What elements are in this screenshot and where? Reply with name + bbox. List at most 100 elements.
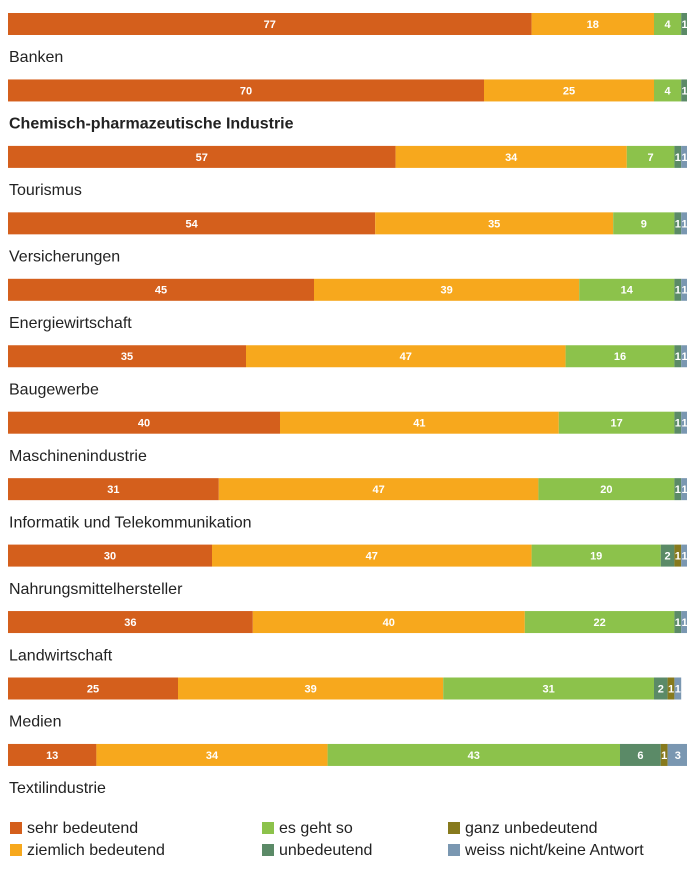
data-label: 20 (600, 484, 612, 496)
data-label: 39 (440, 285, 452, 297)
data-label: 1 (675, 418, 681, 430)
legend-swatch (262, 822, 274, 834)
bar-segment (681, 345, 687, 368)
data-label: 1 (682, 285, 687, 297)
bar-segment (252, 611, 525, 634)
data-label: 47 (366, 551, 378, 563)
bar-segment (681, 611, 687, 634)
bar-segment (327, 743, 620, 766)
bar-segment (443, 677, 654, 700)
data-label: 17 (610, 418, 622, 430)
category-label: Energiewirtschaft (9, 315, 132, 332)
data-label: 57 (196, 152, 208, 164)
bar-segment (674, 345, 682, 368)
legend-label: sehr bedeutend (27, 820, 138, 837)
category-label: Landwirtschaft (9, 647, 113, 664)
bar-segment (8, 544, 212, 567)
data-label: 16 (614, 351, 626, 363)
legend-label: unbedeutend (279, 842, 372, 859)
category-label: Chemisch-pharmazeutische Industrie (9, 116, 294, 133)
data-label: 25 (87, 683, 99, 695)
bar-segment (674, 278, 682, 301)
data-label: 36 (124, 617, 136, 629)
bar-segment (654, 13, 682, 35)
bar-segment (8, 743, 97, 766)
data-label: 34 (206, 750, 219, 762)
bar-segment (674, 212, 682, 235)
data-label: 14 (621, 285, 634, 297)
data-label: 7 (648, 152, 654, 164)
category-label: Textilindustrie (9, 780, 106, 797)
category-label: Medien (9, 714, 61, 731)
data-label: 1 (675, 683, 681, 695)
bar-segment (531, 544, 661, 567)
bar-segment (681, 478, 687, 501)
legend-label: es geht so (279, 820, 353, 837)
legend-label: ganz unbedeutend (465, 820, 598, 837)
data-label: 39 (304, 683, 316, 695)
bar-segment (613, 212, 675, 235)
bar-segment (674, 677, 682, 700)
bar-segment (681, 411, 687, 434)
data-label: 1 (682, 351, 687, 363)
bar-segment (8, 212, 376, 235)
data-label: 34 (505, 152, 518, 164)
legend-swatch (448, 844, 460, 856)
data-label: 1 (682, 484, 687, 496)
legend-swatch (448, 822, 460, 834)
data-label: 1 (682, 418, 687, 430)
data-label: 40 (383, 617, 395, 629)
category-label: Maschinenindustrie (9, 448, 147, 465)
data-label: 3 (675, 750, 681, 762)
data-label: 2 (665, 551, 671, 563)
bar-segment (660, 544, 675, 567)
bar-segment (395, 145, 627, 168)
bar-segment (654, 677, 668, 700)
bar-segment (681, 212, 687, 235)
data-label: 1 (682, 19, 687, 31)
data-label: 41 (413, 418, 425, 430)
legend-label: ziemlich bedeutend (27, 842, 165, 859)
category-label: Informatik und Telekommunikation (9, 514, 252, 531)
bar-segment (280, 411, 559, 434)
bar-segment (667, 677, 675, 700)
bar-segment (667, 743, 687, 766)
bar-segment (579, 278, 675, 301)
data-label: 43 (468, 750, 480, 762)
bar-segment (8, 478, 219, 501)
data-label: 31 (542, 683, 554, 695)
bar-segment (531, 13, 654, 35)
data-label: 1 (675, 617, 681, 629)
legend-label: weiss nicht/keine Antwort (464, 842, 644, 859)
data-label: 19 (590, 551, 602, 563)
bar-segment (8, 79, 484, 102)
bar-segment (558, 411, 675, 434)
bar-segment (484, 79, 654, 102)
bar-segment (8, 145, 396, 168)
bar-segment (681, 145, 687, 168)
data-label: 47 (400, 351, 412, 363)
data-label: 1 (661, 750, 667, 762)
bar-segment (674, 411, 682, 434)
bar-segment (620, 743, 661, 766)
data-label: 1 (675, 484, 681, 496)
bar-segment (674, 145, 682, 168)
data-label: 40 (138, 418, 150, 430)
data-label: 30 (104, 551, 116, 563)
bar-segment (674, 478, 682, 501)
bar-segment (8, 345, 246, 368)
bar-segment (375, 212, 614, 235)
bar-segment (218, 478, 539, 501)
data-label: 25 (563, 85, 575, 97)
data-label: 1 (675, 218, 681, 230)
category-label: Tourismus (9, 182, 82, 199)
data-label: 1 (675, 285, 681, 297)
bar-segment (681, 13, 687, 35)
legend-swatch (10, 822, 22, 834)
data-label: 1 (668, 683, 674, 695)
bar-segment (681, 79, 687, 102)
data-label: 1 (675, 351, 681, 363)
category-label: Nahrungsmittelhersteller (9, 581, 183, 598)
bar-segment (524, 611, 675, 634)
